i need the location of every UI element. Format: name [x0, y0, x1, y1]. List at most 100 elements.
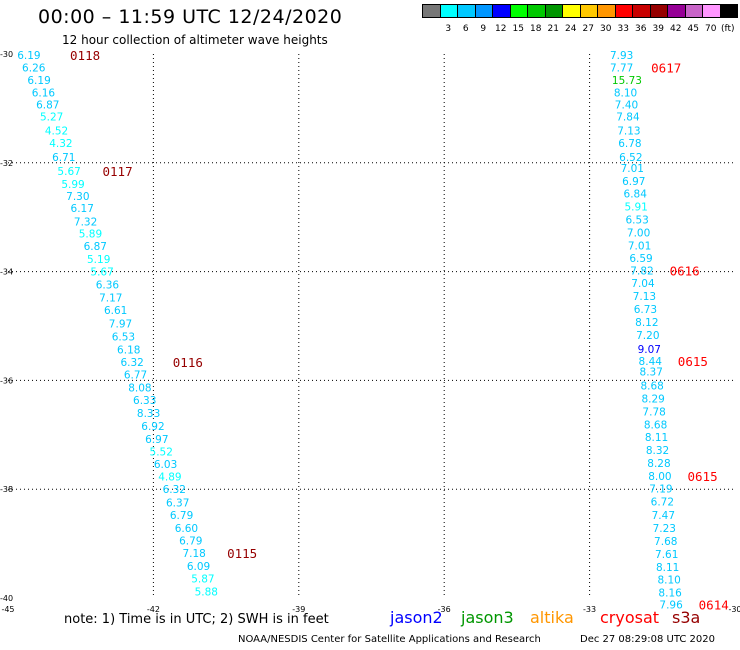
footnote: note: 1) Time is in UTC; 2) SWH is in fe… [64, 612, 329, 627]
wave-height-label: 8.28 [647, 458, 670, 470]
legend-label: 15 [512, 24, 524, 34]
legend-label: 33 [617, 24, 629, 34]
wave-height-label: 6.19 [17, 50, 40, 62]
satellite-name: jason2 [390, 608, 443, 627]
wave-height-label: 6.78 [618, 138, 641, 150]
map-title: 00:00 – 11:59 UTC 12/24/2020 [38, 6, 343, 28]
legend-label: 42 [670, 24, 682, 34]
wave-height-label: 8.44 [639, 356, 663, 368]
wave-height-label: 6.53 [625, 214, 648, 226]
wave-height-label: 6.92 [141, 421, 164, 433]
legend-label: 6 [462, 24, 469, 34]
axis-labels: -45 -42 -39 -36 -33 -30 -30 -32 -34 -36 -38 -40 [0, 50, 740, 614]
wave-height-label: 6.16 [32, 88, 56, 100]
satellite-tracks: 6.196.266.196.166.875.274.524.326.715.67… [17, 48, 729, 612]
wave-height-label: 8.37 [640, 367, 663, 379]
wave-height-label: 6.61 [104, 305, 127, 317]
wave-height-label: 8.00 [648, 471, 671, 483]
wave-height-label: 7.97 [109, 318, 132, 330]
wave-height-label: 4.89 [158, 472, 181, 484]
wave-height-label: 5.91 [624, 201, 647, 213]
legend-unit: (ft) [721, 24, 735, 34]
wave-height-label: 5.67 [57, 166, 80, 178]
wave-height-label: 8.11 [656, 562, 679, 574]
wave-height-label: 6.03 [154, 459, 177, 471]
wave-height-label: 7.78 [642, 406, 665, 418]
legend-label: 12 [495, 24, 507, 34]
wave-height-label: 8.12 [635, 317, 658, 329]
wave-height-label: 7.40 [615, 100, 638, 112]
time-label: 0617 [651, 61, 681, 76]
legend-label: 21 [547, 24, 559, 34]
wave-height-label: 5.99 [61, 179, 84, 191]
wave-height-label: 5.52 [150, 447, 173, 459]
wave-height-label: 6.79 [170, 510, 193, 522]
wave-height-label: 7.00 [627, 227, 650, 239]
wave-height-label: 6.59 [629, 253, 652, 265]
wave-height-label: 7.77 [610, 63, 633, 75]
satellite-name: jason3 [461, 608, 514, 627]
longitude-tick-label: -33 [583, 605, 596, 614]
wave-height-label: 6.71 [52, 152, 75, 164]
latitude-tick-label: -36 [0, 376, 13, 385]
time-label: 0115 [227, 546, 257, 561]
time-label: 0614 [699, 598, 729, 613]
wave-height-label: 7.01 [621, 163, 644, 175]
wave-height-label: 7.18 [182, 548, 205, 560]
wave-height-label: 6.32 [163, 484, 186, 496]
wave-height-label: 4.32 [49, 138, 72, 150]
legend-label: 36 [635, 24, 647, 34]
latitude-tick-label: -32 [0, 159, 13, 168]
wave-height-label: 6.97 [622, 176, 645, 188]
wave-height-label: 6.36 [96, 280, 120, 292]
wave-height-label: 5.19 [87, 254, 110, 266]
wave-height-label: 7.30 [66, 191, 89, 203]
wave-height-label: 6.09 [187, 561, 210, 573]
wave-height-label: 15.73 [612, 75, 642, 87]
wave-height-label: 6.73 [634, 304, 657, 316]
wave-height-label: 8.29 [641, 393, 664, 405]
wave-height-label: 8.16 [658, 588, 682, 600]
wave-height-label: 7.20 [636, 330, 659, 342]
wave-height-label: 7.04 [631, 278, 655, 290]
wave-height-label: 6.32 [120, 357, 143, 369]
wave-height-label: 7.13 [633, 291, 656, 303]
map-grid [8, 54, 735, 598]
wave-height-label: 6.52 [619, 152, 642, 164]
time-label: 0117 [103, 164, 133, 179]
credit-line: NOAA/NESDIS Center for Satellite Applica… [238, 634, 541, 645]
longitude-tick-label: -30 [728, 605, 740, 614]
legend-label: 45 [687, 24, 699, 34]
wave-height-label: 7.96 [659, 600, 683, 612]
legend-label: 24 [565, 24, 577, 34]
wave-height-label: 7.19 [649, 484, 672, 496]
longitude-tick-label: -42 [147, 605, 160, 614]
time-label: 0615 [688, 469, 718, 484]
wave-height-label: 6.19 [27, 75, 50, 87]
wave-height-label: 9.07 [638, 344, 661, 356]
wave-height-label: 7.01 [628, 240, 651, 252]
generated-timestamp: Dec 27 08:29:08 UTC 2020 [580, 634, 715, 645]
legend-label: 39 [652, 24, 664, 34]
wave-height-label: 7.68 [654, 536, 677, 548]
wave-height-label: 7.82 [630, 266, 653, 278]
wave-height-label: 8.32 [646, 445, 669, 457]
latitude-tick-label: -38 [0, 485, 13, 494]
wave-height-label: 5.87 [191, 573, 214, 585]
map-subtitle: 12 hour collection of altimeter wave hei… [62, 33, 328, 47]
longitude-tick-label: -36 [438, 605, 451, 614]
time-label: 0616 [670, 264, 700, 279]
legend-label: 3 [445, 24, 452, 34]
wave-height-label: 7.47 [652, 510, 675, 522]
longitude-tick-label: -45 [1, 605, 14, 614]
wave-height-label: 6.33 [133, 395, 156, 407]
wave-height-label: 6.53 [112, 331, 135, 343]
wave-height-label: 5.88 [195, 586, 218, 598]
wave-height-label: 6.87 [84, 241, 107, 253]
wave-height-label: 6.87 [36, 100, 59, 112]
latitude-tick-label: -40 [0, 594, 13, 603]
wave-height-label: 7.17 [99, 293, 122, 305]
wave-height-label: 8.33 [137, 408, 160, 420]
wave-height-label: 7.32 [74, 217, 97, 229]
wave-height-label: 6.60 [175, 523, 198, 535]
